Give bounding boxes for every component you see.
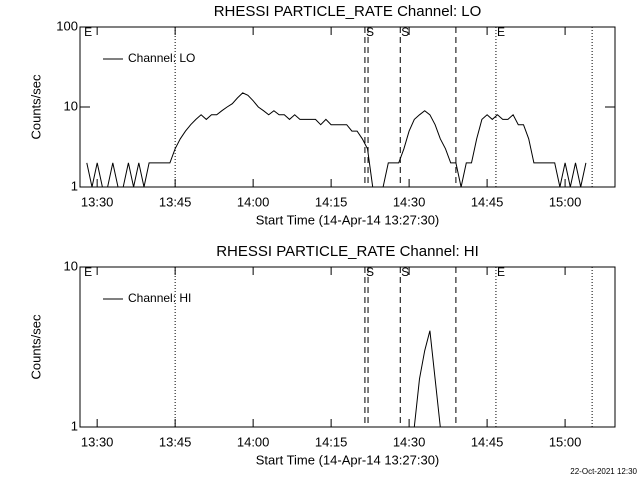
y-axis-label: Counts/sec bbox=[28, 314, 43, 380]
x-tick-label: 14:15 bbox=[315, 434, 348, 449]
x-tick-label: 14:30 bbox=[393, 194, 426, 209]
x-tick-label: 14:15 bbox=[315, 194, 348, 209]
x-tick-label: 14:30 bbox=[393, 434, 426, 449]
x-tick-label: 14:00 bbox=[237, 194, 270, 209]
marker-label: E bbox=[84, 25, 92, 39]
chart-title: RHESSI PARTICLE_RATE Channel: HI bbox=[216, 243, 479, 260]
x-tick-label: 14:45 bbox=[471, 194, 504, 209]
legend-label: Channel: HI bbox=[128, 291, 191, 305]
y-tick-label: 1 bbox=[71, 178, 78, 193]
plot-frame bbox=[79, 266, 616, 428]
x-tick-label: 15:00 bbox=[549, 194, 582, 209]
x-tick-label: 13:45 bbox=[159, 434, 192, 449]
marker-label: E bbox=[497, 25, 505, 39]
x-tick-label: 13:30 bbox=[81, 194, 114, 209]
x-tick-label: 13:45 bbox=[159, 194, 192, 209]
x-axis-label: Start Time (14-Apr-14 13:27:30) bbox=[256, 212, 440, 227]
x-tick-label: 14:45 bbox=[471, 434, 504, 449]
y-axis-label: Counts/sec bbox=[28, 74, 43, 140]
footer: 22-Oct-2021 12:30 bbox=[570, 467, 637, 476]
marker-label: S bbox=[366, 265, 374, 279]
legend-label: Channel: LO bbox=[128, 51, 195, 65]
x-tick-label: 14:00 bbox=[237, 434, 270, 449]
y-tick-label: 1 bbox=[71, 418, 78, 433]
marker-label: S bbox=[366, 25, 374, 39]
x-tick-label: 13:30 bbox=[81, 434, 114, 449]
x-tick-label: 15:00 bbox=[549, 434, 582, 449]
x-axis-label: Start Time (14-Apr-14 13:27:30) bbox=[256, 452, 440, 467]
marker-label: E bbox=[84, 265, 92, 279]
marker-label: S bbox=[401, 25, 409, 39]
y-tick-label: 10 bbox=[64, 258, 78, 273]
data-line bbox=[86, 92, 587, 188]
y-tick-label: 10 bbox=[64, 98, 78, 113]
chart-title: RHESSI PARTICLE_RATE Channel: LO bbox=[214, 3, 482, 20]
y-tick-label: 100 bbox=[56, 18, 78, 33]
marker-label: S bbox=[401, 265, 409, 279]
marker-label: E bbox=[497, 265, 505, 279]
data-line bbox=[413, 330, 441, 428]
